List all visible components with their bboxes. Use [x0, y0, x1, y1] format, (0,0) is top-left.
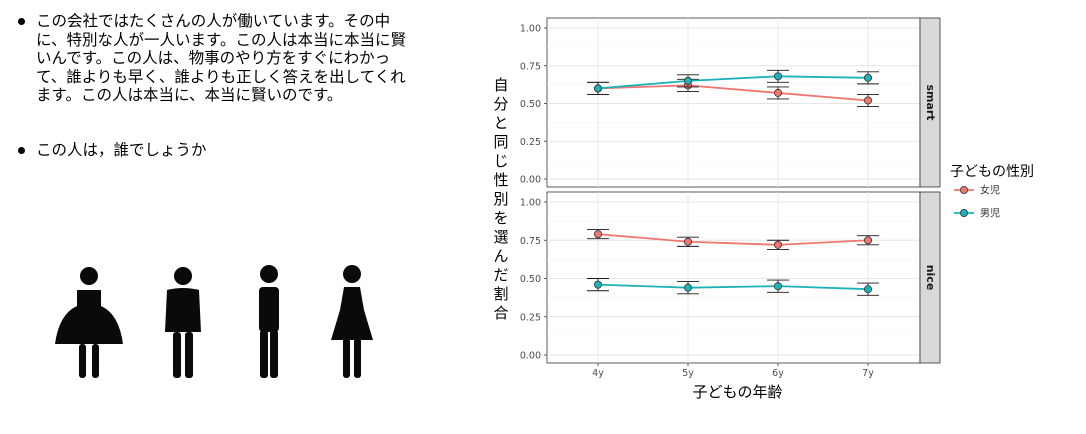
series-line — [597, 233, 869, 246]
series-line — [597, 283, 869, 291]
x-tick-label: 7y — [862, 368, 874, 379]
people-icons — [55, 265, 373, 378]
y-tick-label: 0.75 — [520, 61, 541, 72]
bullet-item: この人は，誰でしょうか — [18, 141, 418, 160]
data-point — [773, 72, 782, 81]
facet-label-smart: smart — [924, 84, 937, 120]
series-line — [597, 75, 869, 90]
y-tick-label: 0.50 — [520, 274, 541, 285]
data-point — [683, 283, 692, 292]
bullet-item: この会社ではたくさんの人が働いています。その中に、特別な人が一人います。この人は… — [18, 12, 418, 105]
data-point — [773, 240, 782, 249]
man-icon — [259, 265, 279, 378]
legend-key-point — [959, 185, 968, 194]
legend-label: 男児 — [980, 208, 1000, 220]
data-point — [863, 236, 872, 245]
y-axis-label-char: 選 — [493, 228, 508, 246]
y-axis-label-char: 性 — [493, 171, 508, 189]
y-tick-label: 1.00 — [520, 198, 541, 209]
y-axis-label-char: ん — [493, 247, 508, 265]
y-tick-label: 0.00 — [520, 351, 541, 362]
x-tick-label: 4y — [592, 368, 604, 379]
y-axis-label-char: 別 — [493, 190, 508, 208]
y-axis-label-char: と — [493, 114, 508, 132]
data-point — [594, 280, 603, 289]
data-point — [863, 285, 872, 294]
question-text: この人は，誰でしょうか — [36, 140, 207, 159]
data-point — [594, 230, 603, 239]
bullet-list: この会社ではたくさんの人が働いています。その中に、特別な人が一人います。この人は… — [18, 12, 418, 159]
series-line — [597, 84, 869, 102]
legend-label: 女児 — [980, 184, 1000, 197]
y-axis-label-char: だ — [493, 266, 508, 284]
data-point — [683, 76, 692, 85]
y-axis-label-char: 同 — [493, 133, 508, 151]
legend-title: 子どもの性別 — [950, 164, 1034, 180]
woman-dress-icon — [55, 267, 123, 378]
x-axis-label: 子どもの年齢 — [692, 383, 782, 401]
y-tick-label: 0.50 — [520, 99, 541, 110]
man-icon — [165, 267, 201, 378]
bullet-dot — [18, 146, 25, 154]
y-axis-label-char: 合 — [493, 304, 508, 322]
facet-strip — [919, 17, 941, 188]
bullet-dot — [18, 18, 25, 25]
y-tick-label: 0.25 — [520, 137, 541, 148]
data-point — [683, 237, 692, 246]
woman-icon — [331, 265, 373, 378]
x-tick-label: 5y — [682, 368, 694, 379]
legend-key-point — [959, 208, 968, 217]
y-tick-label: 1.00 — [520, 24, 541, 35]
panel-background — [546, 191, 921, 364]
y-axis-label-char: 自 — [493, 76, 508, 94]
data-point — [594, 84, 603, 93]
facet-strip — [919, 191, 941, 364]
y-axis-label-char: を — [493, 209, 508, 227]
x-tick-label: 6y — [772, 368, 784, 379]
data-point — [863, 73, 872, 82]
y-tick-label: 0.25 — [520, 312, 541, 323]
y-tick-label: 0.75 — [520, 236, 541, 247]
panel-background — [546, 17, 921, 188]
y-tick-label: 0.00 — [520, 175, 541, 186]
data-point — [773, 88, 782, 97]
facet-label-nice: nice — [924, 265, 937, 291]
chart: 0.00 0.25 0.50 0.75 1.00 smart 0.00 0.25 0.50 0.7… — [493, 17, 1034, 401]
data-point — [863, 96, 872, 105]
y-axis-label-char: 分 — [493, 95, 508, 113]
y-axis-label-char: 割 — [493, 285, 508, 303]
data-point — [773, 282, 782, 291]
story-text: この会社ではたくさんの人が働いています。その中に、特別な人が一人います。この人は… — [36, 12, 406, 104]
y-axis-label-char: じ — [493, 152, 508, 170]
